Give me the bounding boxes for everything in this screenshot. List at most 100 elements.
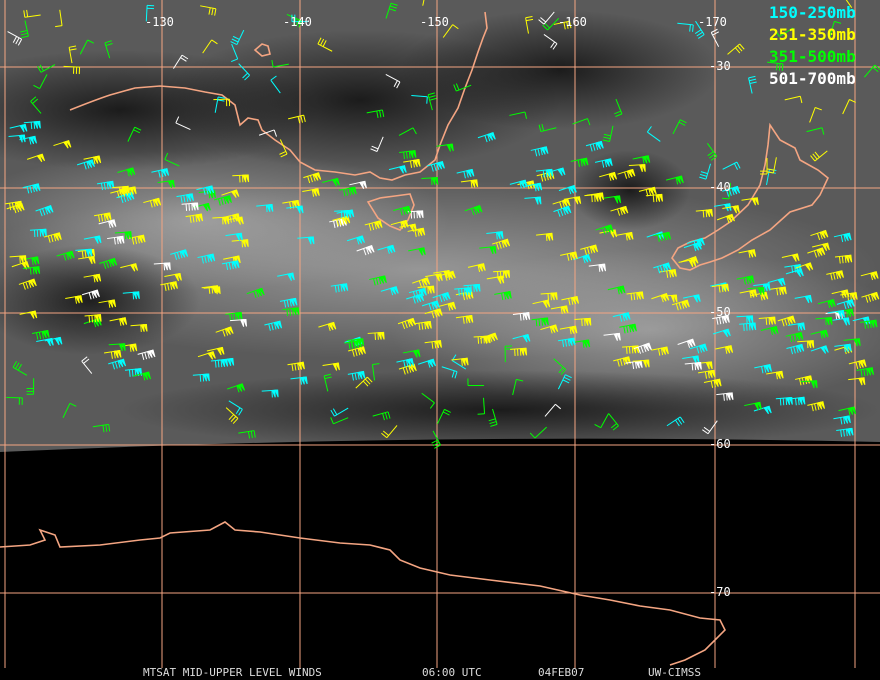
barb-flag [181,54,189,60]
barb-flag [770,327,773,335]
barb-flag [864,321,866,329]
wind-barb [775,397,793,406]
barb-flag [756,401,762,410]
barb-flag [19,124,25,133]
barb-flag [271,389,276,398]
barb-flag [132,263,139,271]
barb-flag [501,239,508,248]
barb-flag [219,346,225,355]
barb-flag [207,254,213,262]
barb-flag [516,378,524,382]
barb-flag [402,367,406,375]
barb-flag [131,369,134,377]
wind-barb [509,179,528,189]
wind-barb [133,371,151,381]
wind-barb [396,358,415,368]
wind-barb [412,277,431,288]
barb-flag [464,357,469,366]
barb-flag [777,278,783,287]
latitude-label: -70 [709,585,731,599]
barb-flag [295,19,300,27]
barb-flag [265,205,268,213]
barb-flag [660,348,664,356]
wind-barb [202,39,218,54]
barb-flag [105,261,110,269]
barb-staff [422,0,425,6]
barb-flag [103,213,106,221]
barb-flag [693,240,697,248]
barb-flag [128,369,131,377]
barb-flag [356,236,363,244]
barb-flag [140,324,142,332]
wind-barb [460,179,479,188]
barb-flag [461,358,466,366]
barb-flag [819,230,826,239]
barb-flag [303,114,306,123]
barb-flag [469,168,475,177]
wind-barb [258,129,277,137]
latitude-label: -30 [709,59,731,73]
barb-staff [572,118,588,125]
barb-flag [274,321,280,330]
wind-barb [736,315,754,324]
wind-barb [653,231,672,242]
barb-flag [700,171,708,175]
wind-barb [421,177,439,185]
barb-flag [412,160,415,168]
barb-flag [721,315,727,324]
barb-flag [15,362,20,370]
barb-flag [176,272,182,281]
wind-barb [303,172,322,184]
barb-flag [351,373,355,381]
barb-flag [641,164,646,172]
barb-flag [359,338,365,346]
barb-flag [354,348,358,356]
wind-barb [467,378,484,387]
wind-barb [37,64,56,73]
barb-flag [401,165,407,173]
wind-barb [646,231,665,240]
wind-barb [94,212,112,222]
wind-barb [103,349,122,359]
barb-flag [102,425,105,433]
wind-barb [127,126,142,142]
barb-flag [202,373,207,382]
wind-barb [151,168,170,178]
barb-flag [465,292,468,300]
barb-flag [619,314,623,322]
barb-flag [21,35,29,39]
barb-flag [838,256,841,264]
barb-flag [770,326,776,335]
barb-flag [32,310,38,319]
barb-flag [208,185,215,194]
barb-staff [279,139,288,155]
wind-barb [203,286,221,295]
barb-flag [496,276,502,284]
wind-barb [614,98,623,117]
barb-flag [751,322,757,331]
barb-flag [845,317,850,326]
barb-flag [47,235,51,243]
wind-barb [22,266,41,275]
barb-flag [721,284,727,292]
wind-barb [492,238,511,250]
barb-flag [381,275,387,284]
barb-flag [84,250,87,258]
barb-staff [30,101,42,114]
barb-flag [256,290,260,298]
barb-flag [800,396,806,405]
latitude-label: -50 [709,305,731,319]
barb-flag [103,182,106,190]
wind-barb [543,34,558,50]
barb-flag [825,317,830,326]
wind-barb [227,383,246,393]
barb-flag [525,312,531,320]
barb-flag [589,246,593,254]
barb-flag [595,141,601,150]
barb-flag [348,187,354,195]
barb-flag [170,281,176,290]
barb-flag [365,245,372,254]
barb-flag [317,37,322,45]
barb-flag [111,257,118,266]
barb-flag [223,358,229,367]
